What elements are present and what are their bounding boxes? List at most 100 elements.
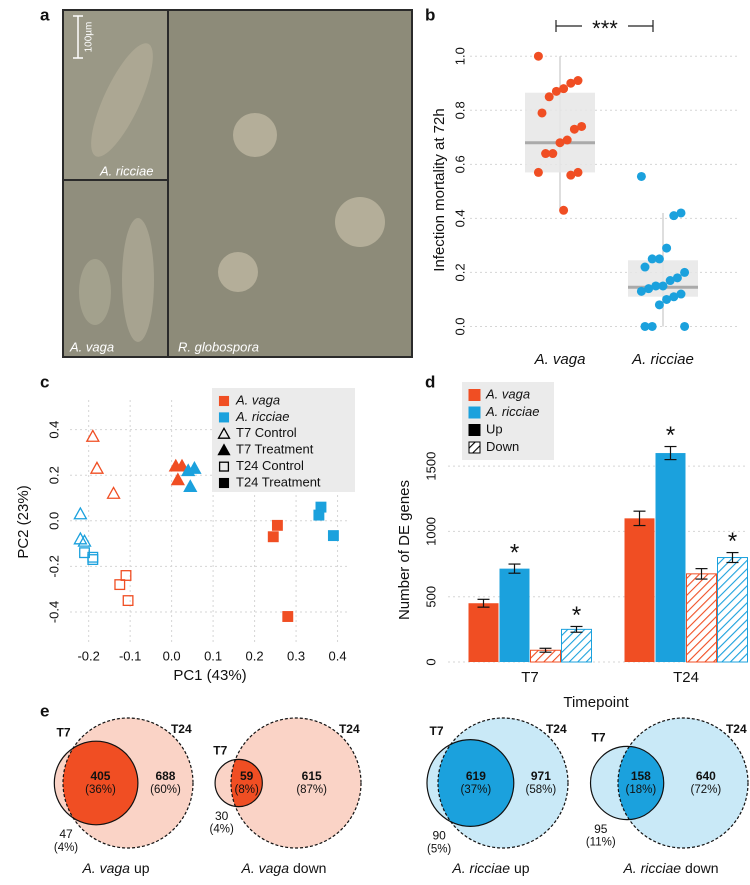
point (533, 51, 543, 61)
x-axis-label: Timepoint (563, 694, 629, 711)
significance-label: *** (592, 16, 618, 41)
bar (561, 628, 592, 663)
venn-t24-outline (230, 717, 362, 849)
venn-t24-outline (437, 717, 569, 849)
venn-percent: (11%) (586, 837, 616, 849)
point (548, 149, 558, 159)
venn-set-label: T24 (339, 722, 360, 736)
x-tick-label: A. ricciae (631, 351, 694, 368)
venn-title-direction: down (293, 860, 326, 876)
legend-box (212, 388, 355, 492)
y-axis-label: PC2 (23%) (15, 485, 32, 558)
bar (686, 573, 717, 663)
x-tick-label: 0.1 (204, 648, 222, 663)
rotifer-shape (79, 259, 111, 325)
point (551, 86, 561, 96)
venn-percent: (58%) (526, 784, 557, 796)
venn-count: 95 (594, 822, 608, 836)
panel-label: d (425, 372, 435, 391)
venn-set-label: T7 (430, 724, 444, 738)
venn-t7-outline (589, 745, 665, 821)
venn-percent: (5%) (427, 843, 451, 855)
point (544, 92, 554, 102)
sporangium-shape (218, 252, 258, 292)
significance-bg (582, 16, 628, 36)
marker (217, 443, 231, 456)
point (577, 121, 587, 131)
y-tick-label: 0.4 (452, 209, 467, 227)
point (680, 321, 690, 331)
marker (282, 611, 294, 622)
point (541, 149, 551, 159)
venn-title-species: A. ricciae (622, 860, 681, 876)
venn-t24 (618, 718, 748, 848)
venn-count: 59 (240, 769, 254, 783)
y-tick-label: -0.2 (46, 555, 61, 577)
legend-swatch (468, 406, 481, 419)
venn-count: 158 (631, 769, 651, 783)
point (569, 124, 579, 134)
venn-overlap (438, 739, 514, 827)
x-tick-label: 0.3 (287, 648, 305, 663)
y-tick-label: 1.0 (452, 47, 467, 65)
panel-label: e (40, 701, 49, 720)
point (662, 294, 672, 304)
point (566, 170, 576, 180)
x-axis-label: PC1 (43%) (173, 667, 246, 684)
venn-title-direction: down (685, 860, 718, 876)
venn-t7-outline (214, 758, 263, 808)
marker (87, 554, 99, 565)
marker (73, 506, 88, 520)
marker (174, 458, 190, 472)
y-tick-label: -0.4 (46, 601, 61, 623)
panel-a-image: 100µm A. ricciae A. vaga R. globospora (62, 9, 413, 358)
venn-percent: (18%) (626, 784, 657, 796)
point (680, 267, 690, 277)
point (658, 281, 668, 291)
venn-count: 405 (90, 769, 110, 783)
point (559, 84, 569, 94)
marker (218, 412, 230, 423)
legend-label: T7 Treatment (236, 442, 314, 457)
bar (468, 603, 499, 662)
venn-set-label: T24 (171, 722, 192, 736)
panel-label: a (40, 5, 50, 24)
point (647, 321, 657, 331)
point (640, 262, 650, 272)
point (647, 254, 657, 264)
point (640, 321, 650, 331)
y-tick-label: 0.2 (46, 466, 61, 484)
venn-t7-outline (426, 738, 515, 828)
bar (499, 568, 530, 662)
venn-title-species: A. ricciae (451, 860, 510, 876)
point (654, 300, 664, 310)
point (636, 286, 646, 296)
point (654, 254, 664, 264)
significance-label: * (666, 422, 675, 449)
marker (313, 509, 325, 521)
venn-count: 47 (59, 827, 73, 841)
venn-percent: (4%) (54, 842, 78, 854)
rotifer-shape (122, 218, 154, 342)
x-tick-label: 0.2 (246, 648, 264, 663)
y-tick-label: 0 (423, 658, 438, 665)
marker (120, 570, 132, 581)
x-tick-label: -0.2 (77, 648, 99, 663)
y-tick-label: 0.4 (46, 421, 61, 439)
legend-label: Up (486, 421, 503, 436)
point (559, 205, 569, 215)
y-tick-label: 1500 (423, 452, 438, 481)
venn-percent: (87%) (296, 784, 327, 796)
venn-set-label: T24 (546, 722, 567, 736)
venn-percent: (36%) (85, 784, 116, 796)
marker (89, 461, 105, 474)
venn-set-label: T7 (592, 731, 606, 745)
point (669, 211, 679, 221)
image-label: R. globospora (178, 339, 259, 354)
y-tick-label: 1000 (423, 517, 438, 546)
point (665, 276, 675, 286)
legend-label: T24 Control (236, 458, 304, 473)
venn-title-species: A. vaga (241, 860, 290, 876)
sporangium-shape (335, 197, 385, 247)
